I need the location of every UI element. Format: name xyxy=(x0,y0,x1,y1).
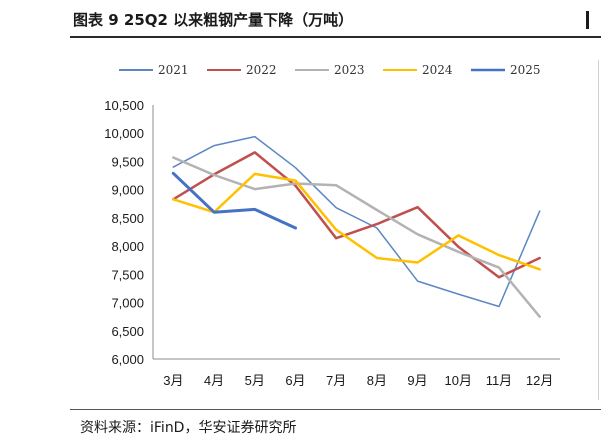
edge-rule xyxy=(598,60,599,400)
series-line-2024 xyxy=(172,172,541,271)
y-tick-label: 7,000 xyxy=(111,296,144,311)
x-tick-label: 4月 xyxy=(204,373,224,388)
edge-bar xyxy=(586,11,589,29)
series-line-2022 xyxy=(172,151,541,279)
y-tick-label: 9,000 xyxy=(111,183,144,198)
x-tick-label: 6月 xyxy=(285,373,305,388)
title-rule xyxy=(70,36,601,38)
y-tick-label: 6,000 xyxy=(111,352,144,367)
x-tick-label: 5月 xyxy=(245,373,265,388)
y-tick-label: 7,500 xyxy=(111,267,144,282)
legend-label-2022: 2022 xyxy=(246,63,277,77)
series-line-2025 xyxy=(171,171,297,230)
source-note: 资料来源：iFinD，华安证券研究所 xyxy=(80,420,297,436)
series-line-2021 xyxy=(172,135,541,308)
x-tick-label: 9月 xyxy=(407,373,427,388)
x-tick-label: 11月 xyxy=(486,373,513,388)
x-tick-label: 10月 xyxy=(445,373,472,388)
y-tick-label: 8,000 xyxy=(111,239,144,254)
legend-label-2025: 2025 xyxy=(510,63,541,77)
source-rule xyxy=(70,409,601,410)
x-tick-label: 12月 xyxy=(526,373,553,388)
legend-label-2024: 2024 xyxy=(422,63,453,77)
y-tick-label: 8,500 xyxy=(111,211,144,226)
legend-label-2021: 2021 xyxy=(158,63,189,77)
y-tick-label: 10,500 xyxy=(104,98,144,113)
x-tick-label: 7月 xyxy=(326,373,346,388)
series-line-2023 xyxy=(172,156,541,318)
legend-label-2023: 2023 xyxy=(334,63,365,77)
x-tick-label: 8月 xyxy=(367,373,387,388)
y-tick-label: 9,500 xyxy=(111,154,144,169)
figure-title: 图表 9 25Q2 以来粗钢产量下降（万吨） xyxy=(73,11,354,29)
y-tick-label: 6,500 xyxy=(111,324,144,339)
y-tick-label: 10,000 xyxy=(104,126,144,141)
x-tick-label: 3月 xyxy=(163,373,183,388)
